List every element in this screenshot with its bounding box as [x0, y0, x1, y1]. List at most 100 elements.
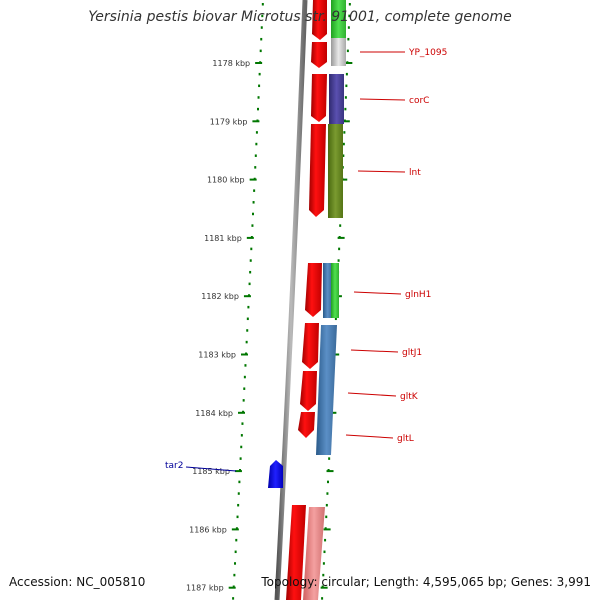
- ring-dot: [245, 340, 248, 344]
- gene-feature[interactable]: [309, 124, 343, 218]
- gene-label-gltj1[interactable]: gltJ1: [402, 348, 422, 358]
- ring-dot: [236, 515, 239, 519]
- genome-backbone: [274, 0, 308, 600]
- gene-label-glnh1[interactable]: glnH1: [405, 290, 431, 300]
- ring-dot: [241, 422, 244, 425]
- ring-dot: [255, 142, 258, 146]
- ring-dot: [345, 84, 348, 88]
- gene-label-leaders: [345, 51, 406, 439]
- map-title: Yersinia pestis biovar Microtus str. 910…: [88, 9, 512, 25]
- gene-feature[interactable]: [311, 42, 327, 68]
- ring-dot: [326, 480, 329, 484]
- ring-dot: [234, 550, 237, 554]
- ring-dot: [339, 224, 342, 227]
- ring-dot: [250, 247, 253, 251]
- ring-dot: [261, 14, 264, 18]
- ring-dot: [342, 142, 345, 146]
- ring-dot: [233, 573, 236, 577]
- ring-dot: [260, 37, 263, 41]
- gene-feature[interactable]: [305, 263, 339, 318]
- ring-dot: [243, 375, 246, 379]
- scale-tick-label: 1181 kbp: [204, 234, 242, 243]
- ring-dot: [334, 317, 337, 321]
- ring-dot: [345, 72, 348, 76]
- ring-dot: [240, 434, 243, 437]
- ring-dot: [246, 317, 249, 321]
- ring-dot: [347, 37, 350, 41]
- scale-tick-label: 1182 kbp: [201, 292, 239, 301]
- ring-dot: [257, 107, 260, 111]
- ring-dot: [344, 96, 347, 99]
- ring-dot: [239, 457, 242, 460]
- ring-dot: [238, 480, 241, 484]
- ring-dot: [259, 49, 262, 53]
- ring-dot: [247, 305, 250, 309]
- ring-dot: [254, 166, 257, 169]
- ring-dot: [244, 364, 247, 367]
- ring-dot: [246, 329, 249, 332]
- ring-dot: [235, 538, 238, 542]
- ring-dot: [343, 131, 346, 134]
- scale-tick-label: 1187 kbp: [186, 584, 224, 593]
- ring-dot: [258, 84, 261, 88]
- ring-dot: [344, 107, 347, 111]
- topology-text: Topology: circular; Length: 4,595,065 bp…: [261, 575, 591, 589]
- scale-tick-label: 1178 kbp: [212, 59, 250, 68]
- gene-label-gltl[interactable]: gltL: [397, 434, 414, 444]
- gene-feature[interactable]: [311, 74, 344, 124]
- gene-feature[interactable]: [300, 371, 317, 411]
- ring-dot: [249, 259, 252, 262]
- ring-dot: [251, 224, 254, 227]
- scale-tick-label: 1185 kbp: [192, 467, 230, 476]
- ring-dot: [346, 49, 349, 53]
- ring-dot: [234, 562, 237, 565]
- gene-label-corc[interactable]: corC: [409, 96, 429, 106]
- scale-tick-label: 1183 kbp: [198, 351, 236, 360]
- gene-tracks: [268, 0, 346, 600]
- ring-dot: [324, 538, 327, 542]
- scale-tick-label: 1184 kbp: [195, 409, 233, 418]
- ring-dot: [338, 247, 341, 251]
- ring-dot: [258, 72, 261, 76]
- ring-dot: [322, 573, 325, 577]
- tar2-leader: [185, 466, 237, 472]
- ring-dot: [323, 550, 326, 554]
- ring-dot: [242, 399, 245, 402]
- scale-tick-label: 1179 kbp: [210, 117, 248, 126]
- accession-text: Accession: NC_005810: [9, 575, 146, 589]
- ring-dot: [321, 597, 324, 600]
- ring-dot: [248, 282, 251, 286]
- ring-dot: [347, 26, 350, 29]
- ring-dot: [342, 154, 345, 157]
- ring-dot: [328, 457, 331, 460]
- ring-dot: [260, 26, 263, 29]
- ring-dot: [252, 212, 255, 216]
- ring-dot: [253, 189, 256, 192]
- ring-dot: [237, 503, 240, 507]
- scale-tick-label: 1180 kbp: [207, 176, 245, 185]
- ring-dot: [322, 562, 325, 565]
- gene-label-yp1095[interactable]: YP_1095: [408, 48, 447, 58]
- gene-feature[interactable]: [312, 0, 346, 66]
- ring-dot: [249, 270, 252, 274]
- ring-dot: [348, 14, 351, 18]
- gene-label-tar2[interactable]: tar2: [165, 461, 183, 471]
- ring-dot: [255, 131, 258, 134]
- ring-dot: [325, 503, 328, 507]
- ring-dot: [257, 96, 260, 99]
- ring-dot: [326, 492, 329, 495]
- gene-label-lnt[interactable]: lnt: [409, 168, 421, 178]
- scale-tick-label: 1186 kbp: [189, 525, 227, 534]
- gene-feature-tar2[interactable]: [268, 460, 283, 488]
- ring-dot: [337, 259, 340, 262]
- gene-feature[interactable]: [298, 412, 315, 438]
- ring-dot: [348, 3, 351, 6]
- ring-dot: [252, 201, 255, 204]
- gene-labels: YP_1095 corC lnt glnH1 gltJ1 gltK gltL t…: [165, 48, 447, 471]
- gene-feature[interactable]: [302, 323, 337, 455]
- ring-dot: [240, 445, 243, 449]
- gene-label-gltk[interactable]: gltK: [400, 392, 419, 402]
- ring-dot: [325, 515, 328, 519]
- gene-feature[interactable]: [286, 505, 325, 600]
